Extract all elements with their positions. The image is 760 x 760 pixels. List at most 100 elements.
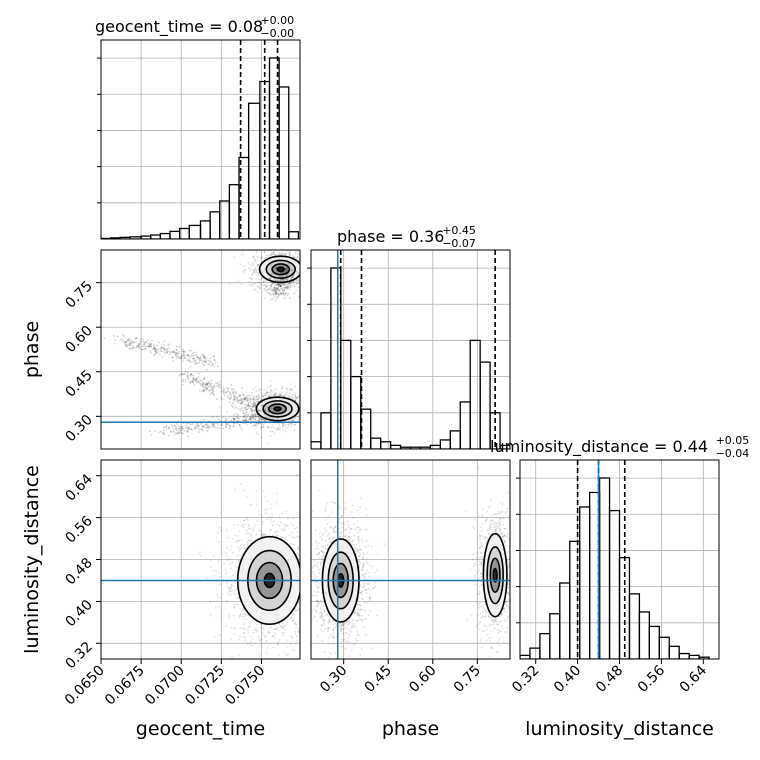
sample-point [275, 283, 278, 286]
sample-point [128, 344, 131, 347]
sample-point [281, 631, 284, 634]
sample-point [293, 621, 296, 624]
sample-point [315, 568, 317, 570]
sample-point [286, 621, 289, 624]
sample-point [304, 263, 306, 265]
sample-point [126, 345, 129, 348]
sample-point [253, 402, 256, 405]
sample-point [220, 419, 222, 422]
sample-point [281, 276, 284, 278]
sample-point [292, 280, 295, 283]
sample-point [226, 423, 228, 425]
sample-point [266, 391, 268, 394]
sample-point [113, 342, 116, 345]
sample-point [274, 292, 277, 294]
sample-point [223, 398, 225, 400]
sample-point [302, 572, 304, 574]
sample-point [285, 387, 288, 390]
sample-point [254, 405, 257, 407]
sample-point [258, 417, 260, 420]
sample-point [302, 405, 304, 407]
sample-point [288, 288, 291, 291]
sample-point [276, 291, 278, 294]
sample-point [232, 399, 235, 402]
sample-point [296, 548, 299, 551]
sample-point [128, 338, 131, 340]
sample-point [269, 434, 272, 437]
sample-point [278, 252, 281, 255]
sample-point [126, 339, 129, 341]
sample-point [123, 335, 125, 338]
sample-point [254, 267, 257, 270]
sample-point [276, 287, 279, 290]
sample-point [263, 635, 266, 638]
sample-point [289, 278, 292, 281]
sample-point [312, 570, 315, 573]
sample-point [248, 400, 251, 403]
density [101, 474, 317, 659]
sample-point [236, 397, 238, 400]
sample-point [274, 292, 277, 295]
sample-point [154, 349, 157, 352]
sample-point [284, 272, 287, 274]
sample-point [146, 342, 149, 345]
sample-point [229, 558, 232, 561]
sample-point [247, 532, 250, 535]
sample-point [270, 276, 273, 279]
sample-point [273, 286, 276, 289]
sample-point [222, 390, 225, 393]
sample-point [285, 292, 287, 295]
sample-point [214, 606, 217, 609]
sample-point [123, 342, 126, 345]
sample-point [213, 424, 216, 426]
sample-point [228, 615, 231, 618]
sample-point [233, 524, 235, 527]
sample-point [311, 274, 313, 276]
sample-point [175, 348, 178, 351]
sample-point [273, 276, 276, 279]
sample-point [187, 435, 189, 438]
sample-point [254, 404, 257, 407]
sample-point [286, 394, 289, 397]
sample-point [242, 393, 244, 396]
sample-point [162, 429, 165, 432]
sample-point [205, 382, 208, 385]
sample-point [221, 386, 224, 388]
sample-point [255, 395, 258, 398]
sample-point [292, 280, 295, 283]
sample-point [285, 392, 288, 395]
sample-point [274, 531, 277, 534]
sample-point [244, 395, 247, 398]
sample-point [303, 256, 305, 258]
sample-point [254, 268, 257, 271]
sample-point [253, 289, 256, 291]
histogram-bar [320, 412, 332, 449]
sample-point [235, 415, 238, 418]
sample-point [236, 540, 239, 542]
sample-point [164, 347, 166, 350]
histogram-bar [638, 611, 651, 659]
sample-point [252, 398, 255, 401]
sample-point [252, 272, 254, 274]
sample-point [155, 352, 158, 355]
sample-point [317, 552, 320, 555]
sample-point [250, 409, 253, 412]
sample-point [297, 418, 300, 421]
sample-point [181, 426, 184, 428]
sample-point [282, 278, 284, 281]
sample-point [267, 288, 270, 291]
sample-point [241, 398, 244, 401]
sample-point [170, 423, 173, 426]
sample-point [129, 344, 132, 346]
sample-point [279, 282, 282, 284]
sample-point [290, 418, 293, 421]
sample-point [127, 339, 130, 342]
sample-point [301, 404, 303, 406]
sample-point [231, 406, 234, 408]
sample-point [230, 395, 233, 398]
sample-point [187, 427, 190, 430]
sample-point [233, 418, 236, 421]
sample-point [291, 619, 293, 622]
sample-point [269, 393, 272, 396]
sample-point [322, 276, 324, 278]
